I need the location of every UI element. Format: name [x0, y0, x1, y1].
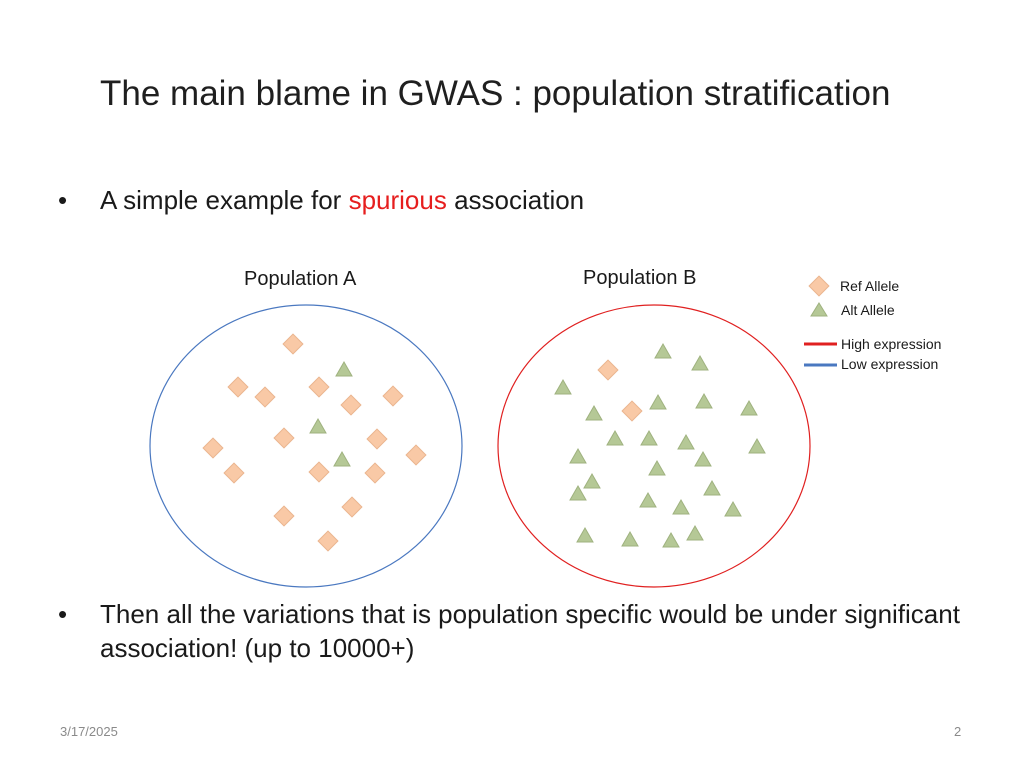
- ref-allele-marker: [405, 444, 427, 466]
- alt-allele-marker: [649, 393, 667, 410]
- alt-allele-marker: [740, 399, 758, 416]
- ref-allele-marker: [382, 385, 404, 407]
- alt-allele-marker: [569, 447, 587, 464]
- alt-allele-marker: [576, 526, 594, 543]
- legend-alt-triangle-icon: [810, 302, 828, 317]
- ref-allele-marker: [227, 376, 249, 398]
- alt-allele-marker: [691, 354, 709, 371]
- alt-allele-marker: [703, 479, 721, 496]
- ref-allele-marker: [308, 376, 330, 398]
- alt-allele-marker: [333, 450, 351, 467]
- alt-allele-marker: [583, 472, 601, 489]
- ref-allele-marker: [254, 386, 276, 408]
- alt-allele-marker: [639, 491, 657, 508]
- alt-allele-marker: [606, 429, 624, 446]
- ref-allele-marker: [273, 505, 295, 527]
- bullet-spurious-example: • A simple example for spurious associat…: [58, 183, 960, 217]
- alt-allele-marker: [309, 417, 327, 434]
- ref-allele-marker: [597, 359, 619, 381]
- ref-allele-marker: [202, 437, 224, 459]
- alt-allele-marker: [694, 450, 712, 467]
- ref-allele-marker: [621, 400, 643, 422]
- population-b-circle: [497, 304, 811, 588]
- alt-allele-marker: [724, 500, 742, 517]
- bullet-symbol: •: [58, 599, 68, 629]
- slide-date: 3/17/2025: [60, 724, 118, 739]
- legend-alt-label: Alt Allele: [841, 302, 895, 318]
- slide-page-number: 2: [954, 724, 962, 739]
- ref-allele-marker: [364, 462, 386, 484]
- bullet-text: A simple example for spurious associatio…: [100, 183, 960, 217]
- alt-allele-marker: [569, 484, 587, 501]
- alt-allele-marker: [640, 429, 658, 446]
- ref-allele-marker: [366, 428, 388, 450]
- ref-allele-marker: [273, 427, 295, 449]
- population-a-label: Population A: [244, 268, 357, 290]
- alt-allele-marker: [662, 531, 680, 548]
- bullet-text-after: association: [446, 185, 585, 215]
- ref-allele-marker: [282, 333, 304, 355]
- legend-low-label: Low expression: [841, 356, 939, 372]
- alt-allele-marker: [654, 342, 672, 359]
- ref-allele-marker: [341, 496, 363, 518]
- legend-ref-diamond-icon: [808, 275, 830, 297]
- alt-allele-marker: [677, 433, 695, 450]
- legend-symbols: [804, 275, 837, 367]
- alt-allele-marker: [695, 392, 713, 409]
- bullet-text: Then all the variations that is populati…: [100, 599, 960, 663]
- bullet-symbol: •: [58, 185, 68, 215]
- population-a-circle: [149, 304, 463, 588]
- legend-ref-label: Ref Allele: [840, 278, 900, 294]
- alt-allele-marker: [748, 437, 766, 454]
- bullet-text-before: A simple example for: [100, 185, 349, 215]
- legend-high-label: High expression: [841, 336, 942, 352]
- alt-allele-marker: [621, 530, 639, 547]
- population-b-label: Population B: [583, 267, 697, 289]
- highlight-word: spurious: [348, 185, 447, 215]
- alt-allele-marker: [672, 498, 690, 515]
- ref-allele-marker: [223, 462, 245, 484]
- alt-allele-marker: [686, 524, 704, 541]
- alt-allele-marker: [648, 459, 666, 476]
- allele-markers: [202, 333, 766, 552]
- alt-allele-marker: [585, 404, 603, 421]
- alt-allele-marker: [335, 360, 353, 377]
- ref-allele-marker: [340, 394, 362, 416]
- alt-allele-marker: [554, 378, 572, 395]
- bullet-conclusion: • Then all the variations that is popula…: [58, 597, 960, 665]
- ref-allele-marker: [317, 530, 339, 552]
- slide-title: The main blame in GWAS : population stra…: [100, 74, 891, 113]
- ref-allele-marker: [308, 461, 330, 483]
